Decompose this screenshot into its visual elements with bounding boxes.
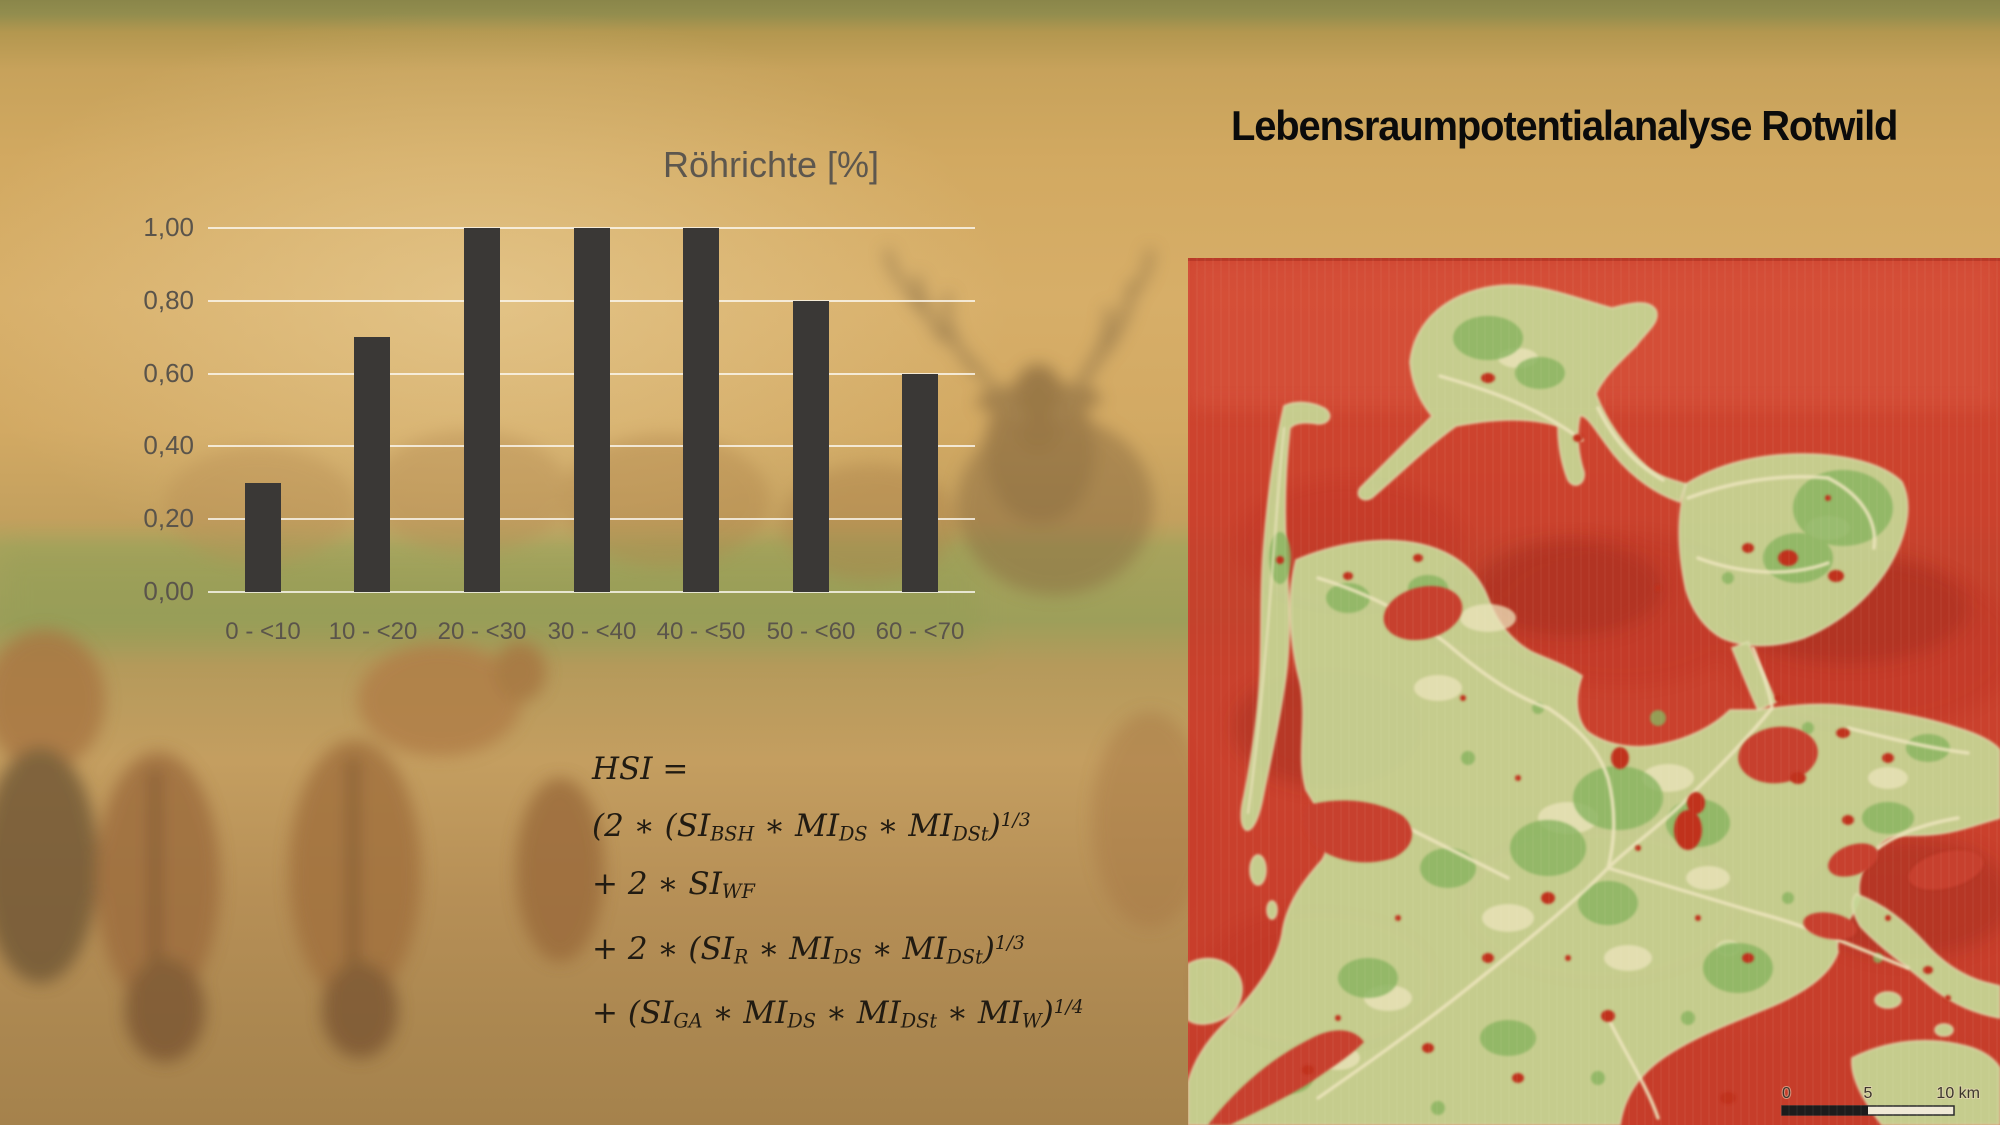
x-axis-tick-label: 50 - <60 [766, 618, 856, 645]
x-axis-tick-label: 0 - <10 [225, 618, 301, 645]
habitat-suitability-map: 0 5 10 km [1188, 258, 2000, 1125]
bar-0 - <10 [245, 483, 281, 592]
y-axis-tick-label: 0,60 [143, 357, 194, 388]
bodden-bays [1208, 585, 1984, 1125]
y-axis-tick-label: 0,20 [143, 503, 194, 534]
y-axis-tick-label: 1,00 [143, 212, 194, 242]
chart-title: Röhrichte [%] [662, 144, 880, 185]
scale-bar-filled [1782, 1106, 1868, 1115]
formula-line: (2 ∗ (SIBSH ∗ MIDS ∗ MIDSt)1/3 [592, 808, 1031, 846]
bar-10 - <20 [354, 337, 390, 592]
formula-line: + (SIGA ∗ MIDS ∗ MIDSt ∗ MIW)1/4 [592, 995, 1084, 1033]
scale-label-zero: 0 [1782, 1085, 1791, 1102]
y-axis-tick-label: 0,80 [143, 284, 194, 315]
settlement-patches [1276, 373, 1951, 1104]
scale-label-five: 5 [1864, 1085, 1873, 1102]
bar-40 - <50 [683, 228, 719, 592]
x-axis-tick-label: 20 - <30 [437, 618, 527, 645]
scale-label-ten: 10 km [1936, 1085, 1980, 1102]
x-axis-tick-label: 30 - <40 [547, 618, 637, 645]
chart-gridline [208, 591, 975, 593]
stag [884, 248, 1154, 595]
slide-title: Lebensraumpotentialanalyse Rotwild [1231, 102, 1898, 149]
bar-20 - <30 [464, 228, 500, 592]
x-axis-tick-label: 60 - <70 [875, 618, 965, 645]
y-axis-tick-label: 0,00 [143, 576, 194, 606]
bar-50 - <60 [793, 301, 829, 592]
road-network [1247, 374, 1970, 1120]
y-axis-tick-label: 0,40 [143, 430, 194, 461]
map-top-edge [1188, 258, 2000, 261]
formula-line: HSI = [592, 751, 689, 787]
map-scale-bar: 0 5 10 km [1781, 1084, 1981, 1116]
bar-30 - <40 [574, 228, 610, 592]
formula-line: + 2 ∗ SIWF [592, 866, 755, 904]
foreground-herd [0, 630, 1208, 1062]
x-axis-tick-label: 40 - <50 [656, 618, 746, 645]
hsi-formula: HSI = (2 ∗ (SIBSH ∗ MIDS ∗ MIDSt)1/3 + 2 ∗… [592, 744, 1084, 1047]
x-axis-tick-label: 10 - <20 [328, 618, 418, 645]
formula-line: + 2 ∗ (SIR ∗ MIDS ∗ MIDSt)1/3 [592, 930, 1025, 969]
bar-60 - <70 [902, 374, 938, 592]
